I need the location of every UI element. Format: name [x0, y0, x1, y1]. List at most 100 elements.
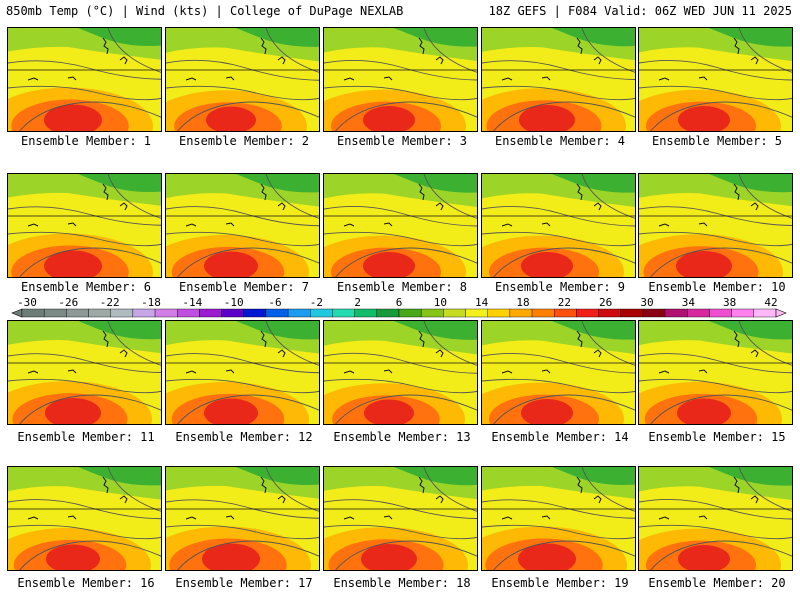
colorbar-tick-label: -22	[100, 297, 120, 309]
colorbar-segment	[531, 308, 555, 318]
colorbar-segment	[310, 308, 333, 318]
colorbar-tick-label: 38	[723, 297, 736, 309]
colorbar-tick-label: -30	[17, 297, 37, 309]
hottest-air-region	[363, 252, 415, 277]
colorbar-tick-label: -18	[141, 297, 161, 309]
colorbar-segment	[265, 308, 289, 318]
ensemble-member-label: Ensemble Member: 9	[494, 280, 626, 294]
colorbar-segment	[687, 308, 710, 318]
colorbar-tick-label: 10	[434, 297, 447, 309]
ensemble-member-map	[7, 466, 162, 571]
isotherm-contour	[324, 59, 477, 81]
hottest-air-region	[518, 543, 576, 570]
colorbar-segment	[66, 308, 89, 318]
isotherm-contour	[639, 353, 792, 374]
colorbar-segment	[21, 308, 45, 318]
hottest-air-region	[678, 545, 730, 570]
cold-air-region	[709, 174, 792, 193]
colorbar-segment	[376, 308, 400, 318]
isotherm-contour	[166, 524, 319, 540]
colorbar-segment	[110, 308, 134, 318]
lake-coastline	[27, 37, 128, 81]
colorbar-segment	[576, 308, 599, 318]
colorbar-segment	[753, 308, 777, 318]
colorbar-segment	[642, 308, 666, 318]
colorbar-tick-label: -2	[310, 297, 323, 309]
hottest-air-region	[519, 105, 575, 131]
isotherm-contour	[482, 524, 635, 540]
lake-coastline	[501, 183, 602, 227]
cold-air-region	[709, 467, 792, 486]
ensemble-member-map	[7, 27, 162, 132]
cold-air-region	[394, 321, 477, 340]
isotherm-contour	[177, 247, 319, 277]
hottest-air-region	[44, 250, 102, 277]
ensemble-member-map	[165, 27, 320, 132]
ensemble-member-map	[323, 173, 478, 278]
hottest-air-region	[204, 251, 258, 277]
ensemble-member-map	[165, 466, 320, 571]
ensemble-member-map	[7, 173, 162, 278]
cold-air-region	[236, 321, 319, 340]
isotherm-contour	[166, 378, 319, 394]
ensemble-member-label: Ensemble Member: 19	[491, 576, 629, 590]
colorbar-segment	[287, 308, 311, 318]
isotherm-contour	[482, 60, 635, 80]
colorbar-segment	[43, 308, 67, 318]
lake-coastline	[658, 37, 759, 81]
isotherm-contour	[8, 499, 161, 520]
isotherm-contour	[335, 247, 477, 277]
cold-air-region	[552, 321, 635, 340]
ensemble-member-label: Ensemble Member: 11	[17, 430, 155, 444]
ensemble-member-label: Ensemble Member: 13	[333, 430, 471, 444]
ensemble-member-map	[481, 320, 636, 425]
isotherm-contour	[8, 206, 161, 226]
ensemble-member-map	[638, 466, 793, 571]
colorbar-segment	[221, 308, 244, 318]
hottest-air-region	[45, 398, 101, 424]
isotherm-contour	[493, 394, 635, 424]
colorbar-segment	[465, 308, 488, 318]
ensemble-member-map	[165, 320, 320, 425]
isotherm-contour	[482, 231, 635, 247]
cold-air-region	[236, 28, 319, 47]
ensemble-member-map	[165, 173, 320, 278]
cold-air-region	[709, 28, 792, 47]
colorbar-tick-label: -14	[182, 297, 202, 309]
isotherm-contour	[335, 540, 477, 570]
hottest-air-region	[44, 104, 102, 131]
cold-air-region	[394, 467, 477, 486]
isotherm-contour	[482, 352, 635, 374]
colorbar-segment	[354, 308, 378, 318]
isotherm-contour	[335, 101, 477, 131]
colorbar-tick-label: -10	[224, 297, 244, 309]
cold-air-region	[78, 174, 161, 192]
colorbar-tick-label: 34	[682, 297, 696, 309]
isotherm-contour	[177, 394, 319, 424]
ensemble-member-label: Ensemble Member: 10	[648, 280, 786, 294]
ensemble-member-label: Ensemble Member: 6	[20, 280, 152, 294]
hottest-air-region	[676, 251, 732, 277]
ensemble-member-map	[638, 173, 793, 278]
isotherm-contour	[8, 60, 161, 80]
isotherm-contour	[650, 101, 792, 131]
cold-air-region	[552, 174, 635, 193]
ensemble-member-label: Ensemble Member: 4	[494, 134, 626, 148]
lake-coastline	[343, 476, 444, 520]
colorbar-tick-label: 2	[354, 297, 361, 309]
cold-air-region	[709, 321, 792, 340]
hottest-air-region	[363, 106, 415, 131]
isotherm-contour	[177, 101, 319, 131]
cold-air-region	[78, 28, 161, 46]
hottest-air-region	[521, 252, 573, 277]
ensemble-member-label: Ensemble Member: 8	[336, 280, 468, 294]
isotherm-contour	[639, 524, 792, 540]
colorbar-tick-label: 18	[516, 297, 529, 309]
cold-air-region	[78, 467, 161, 486]
isotherm-contour	[482, 499, 635, 519]
isotherm-contour	[650, 394, 792, 424]
ensemble-member-label: Ensemble Member: 7	[178, 280, 310, 294]
colorbar-segment	[709, 308, 732, 318]
colorbar-tick-label: 30	[640, 297, 653, 309]
lake-coastline	[343, 330, 444, 374]
